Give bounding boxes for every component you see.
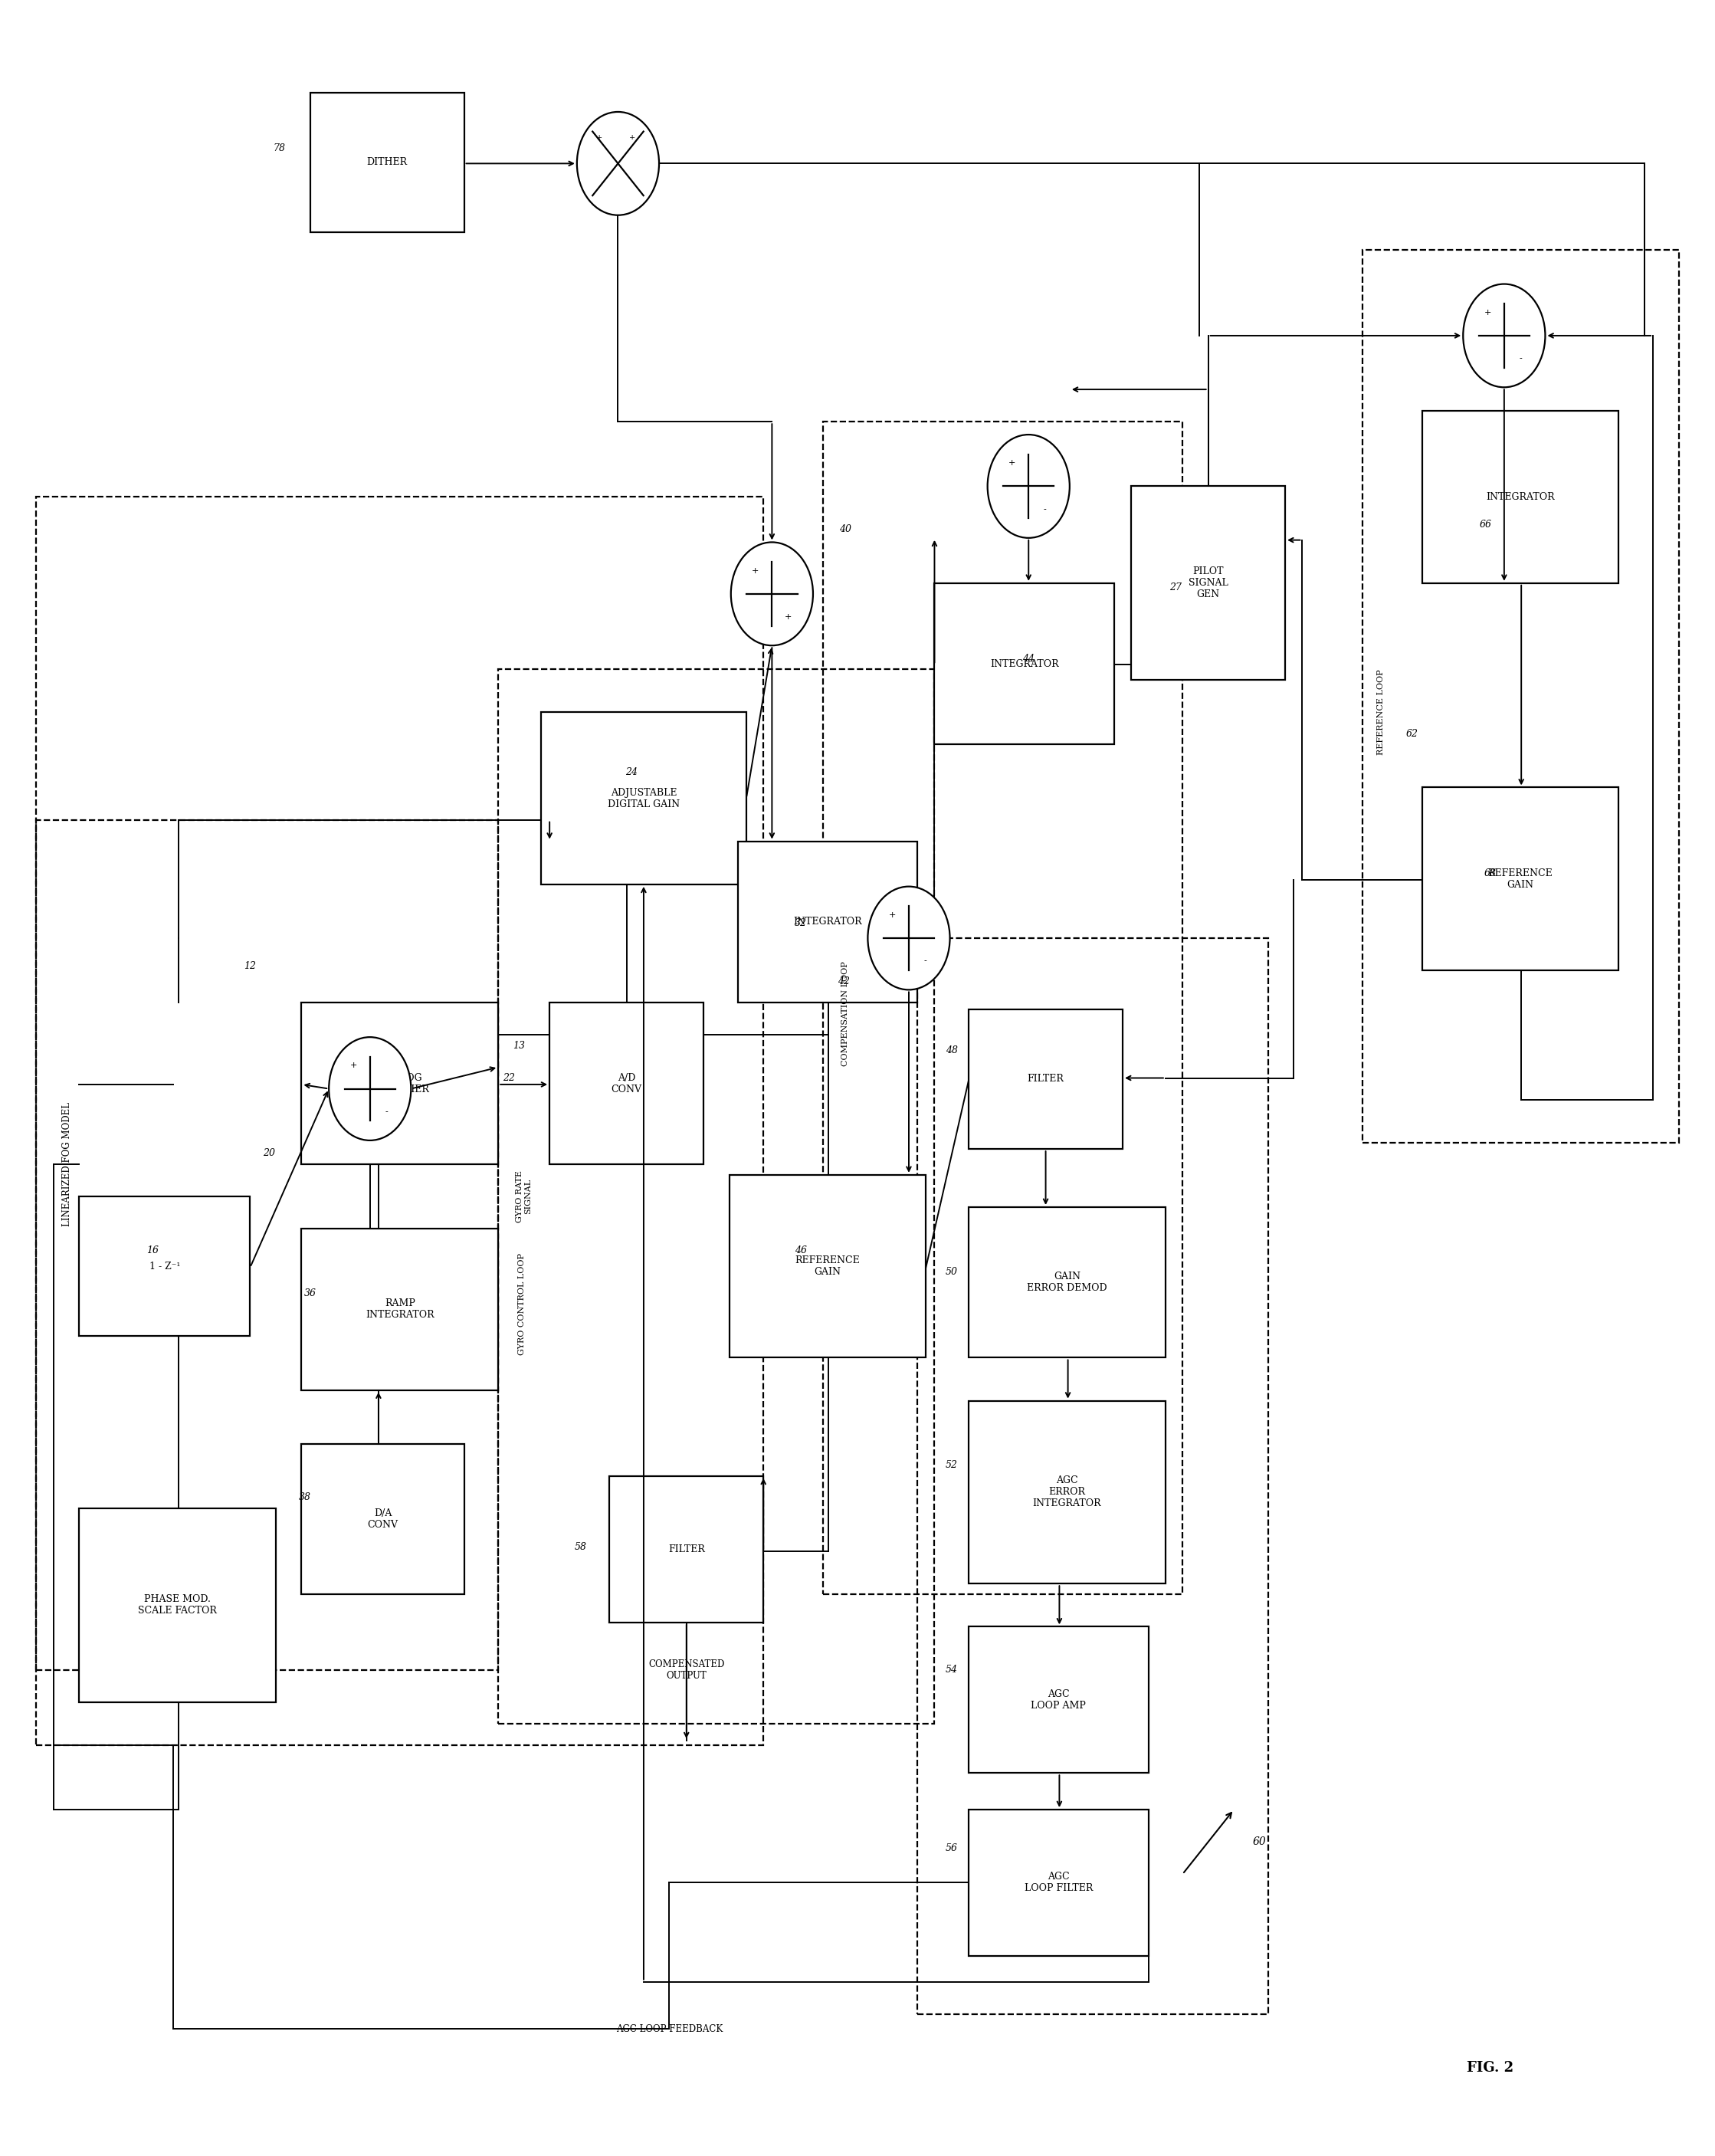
Bar	[969, 1626, 1149, 1772]
Text: D/A
CONV: D/A CONV	[367, 1509, 398, 1531]
Text: 60: 60	[1252, 1837, 1266, 1848]
Bar	[302, 1229, 499, 1391]
Bar	[1362, 250, 1679, 1143]
Circle shape	[731, 541, 813, 645]
Bar	[935, 582, 1115, 744]
Text: A/D
CONV: A/D CONV	[611, 1074, 641, 1093]
Text: -: -	[384, 1108, 388, 1117]
Text: 64: 64	[1468, 341, 1480, 351]
Text: -: -	[924, 957, 926, 966]
Text: REFERENCE
GAIN: REFERENCE GAIN	[796, 1255, 859, 1276]
Text: GYRO RATE
SIGNAL: GYRO RATE SIGNAL	[516, 1171, 532, 1222]
Text: 48: 48	[945, 1046, 957, 1054]
Text: REFERENCE LOOP: REFERENCE LOOP	[1377, 668, 1384, 755]
Text: 78: 78	[273, 144, 285, 153]
Text: AGC LOOP FEEDBACK: AGC LOOP FEEDBACK	[616, 2024, 722, 2033]
Circle shape	[988, 436, 1070, 537]
Text: 20: 20	[262, 1149, 274, 1158]
Bar	[302, 1003, 499, 1164]
Bar	[918, 938, 1267, 2014]
Text: PHASE MOD.
SCALE FACTOR: PHASE MOD. SCALE FACTOR	[139, 1595, 216, 1615]
Text: FILTER: FILTER	[669, 1544, 705, 1554]
Bar	[823, 423, 1183, 1595]
Text: +: +	[629, 134, 636, 140]
Bar	[969, 1809, 1149, 1955]
Text: 58: 58	[575, 1542, 587, 1552]
Text: +: +	[888, 912, 895, 918]
Circle shape	[868, 886, 950, 990]
Text: 22: 22	[502, 1074, 514, 1082]
Text: 32: 32	[796, 918, 808, 927]
Text: INTEGRATOR: INTEGRATOR	[794, 916, 863, 927]
Text: +: +	[597, 134, 602, 140]
Bar	[540, 711, 746, 884]
Text: COMPENSATED
OUTPUT: COMPENSATED OUTPUT	[648, 1658, 724, 1680]
Text: FIG. 2: FIG. 2	[1466, 2061, 1514, 2074]
Circle shape	[1463, 285, 1545, 388]
Bar	[1422, 412, 1619, 582]
Text: 76: 76	[578, 170, 590, 179]
Bar	[549, 1003, 703, 1164]
Text: AGC
ERROR
INTEGRATOR: AGC ERROR INTEGRATOR	[1032, 1475, 1101, 1509]
Text: ANALOG
AMPLIFIER: ANALOG AMPLIFIER	[370, 1074, 429, 1093]
Bar	[969, 1207, 1166, 1358]
Text: ADJUSTABLE
DIGITAL GAIN: ADJUSTABLE DIGITAL GAIN	[607, 787, 679, 808]
Text: 66: 66	[1480, 520, 1492, 530]
Text: 1 - Z⁻¹: 1 - Z⁻¹	[149, 1261, 180, 1272]
Text: AGC
LOOP AMP: AGC LOOP AMP	[1031, 1688, 1086, 1710]
Text: 36: 36	[304, 1287, 316, 1298]
Bar	[729, 1175, 926, 1358]
Bar	[1422, 787, 1619, 970]
Bar	[302, 1445, 465, 1595]
Text: DITHER: DITHER	[367, 157, 408, 168]
Text: REFERENCE
GAIN: REFERENCE GAIN	[1489, 869, 1552, 890]
Circle shape	[329, 1037, 412, 1141]
Text: 13: 13	[513, 1041, 525, 1050]
Text: LINEARIZED FOG MODEL: LINEARIZED FOG MODEL	[62, 1102, 72, 1227]
Bar	[609, 1477, 763, 1623]
Text: RAMP
INTEGRATOR: RAMP INTEGRATOR	[365, 1298, 434, 1319]
Text: 52: 52	[945, 1460, 957, 1470]
Text: GYRO CONTROL LOOP: GYRO CONTROL LOOP	[518, 1253, 527, 1354]
Bar	[737, 841, 918, 1003]
Text: 54: 54	[945, 1664, 957, 1675]
Bar	[79, 1197, 250, 1337]
Text: 50: 50	[945, 1268, 957, 1276]
Text: +: +	[751, 567, 760, 573]
Text: INTEGRATOR: INTEGRATOR	[1487, 492, 1556, 502]
Text: +: +	[1483, 308, 1492, 317]
Bar	[499, 668, 935, 1723]
Text: 56: 56	[945, 1843, 957, 1854]
Text: +: +	[1008, 459, 1015, 468]
Text: INTEGRATOR: INTEGRATOR	[990, 660, 1058, 668]
Bar	[310, 93, 465, 233]
Text: -: -	[1519, 356, 1521, 362]
Bar	[36, 498, 763, 1744]
Text: 68: 68	[1485, 869, 1497, 877]
Text: 44: 44	[1022, 653, 1034, 664]
Bar	[79, 1509, 276, 1701]
Text: PILOT
SIGNAL
GEN: PILOT SIGNAL GEN	[1188, 567, 1228, 599]
Text: 62: 62	[1406, 729, 1418, 740]
Text: 40: 40	[839, 524, 852, 535]
Text: 16: 16	[146, 1246, 159, 1255]
Text: -: -	[1043, 507, 1046, 513]
Bar	[1132, 487, 1285, 679]
Bar	[969, 1401, 1166, 1585]
Text: AGC
LOOP FILTER: AGC LOOP FILTER	[1024, 1871, 1092, 1893]
Text: 27: 27	[1170, 582, 1182, 593]
Text: +: +	[785, 612, 792, 621]
Bar	[36, 819, 499, 1669]
Text: 12: 12	[244, 962, 256, 970]
Bar	[969, 1009, 1123, 1149]
Text: GAIN
ERROR DEMOD: GAIN ERROR DEMOD	[1027, 1272, 1108, 1294]
Text: 42: 42	[837, 977, 851, 985]
Text: COMPENSATION LOOP: COMPENSATION LOOP	[842, 962, 849, 1065]
Circle shape	[576, 112, 659, 216]
Text: 46: 46	[796, 1246, 808, 1255]
Text: 24: 24	[626, 768, 638, 778]
Text: +: +	[350, 1061, 357, 1069]
Text: 38: 38	[298, 1492, 310, 1503]
Text: FILTER: FILTER	[1027, 1074, 1063, 1084]
